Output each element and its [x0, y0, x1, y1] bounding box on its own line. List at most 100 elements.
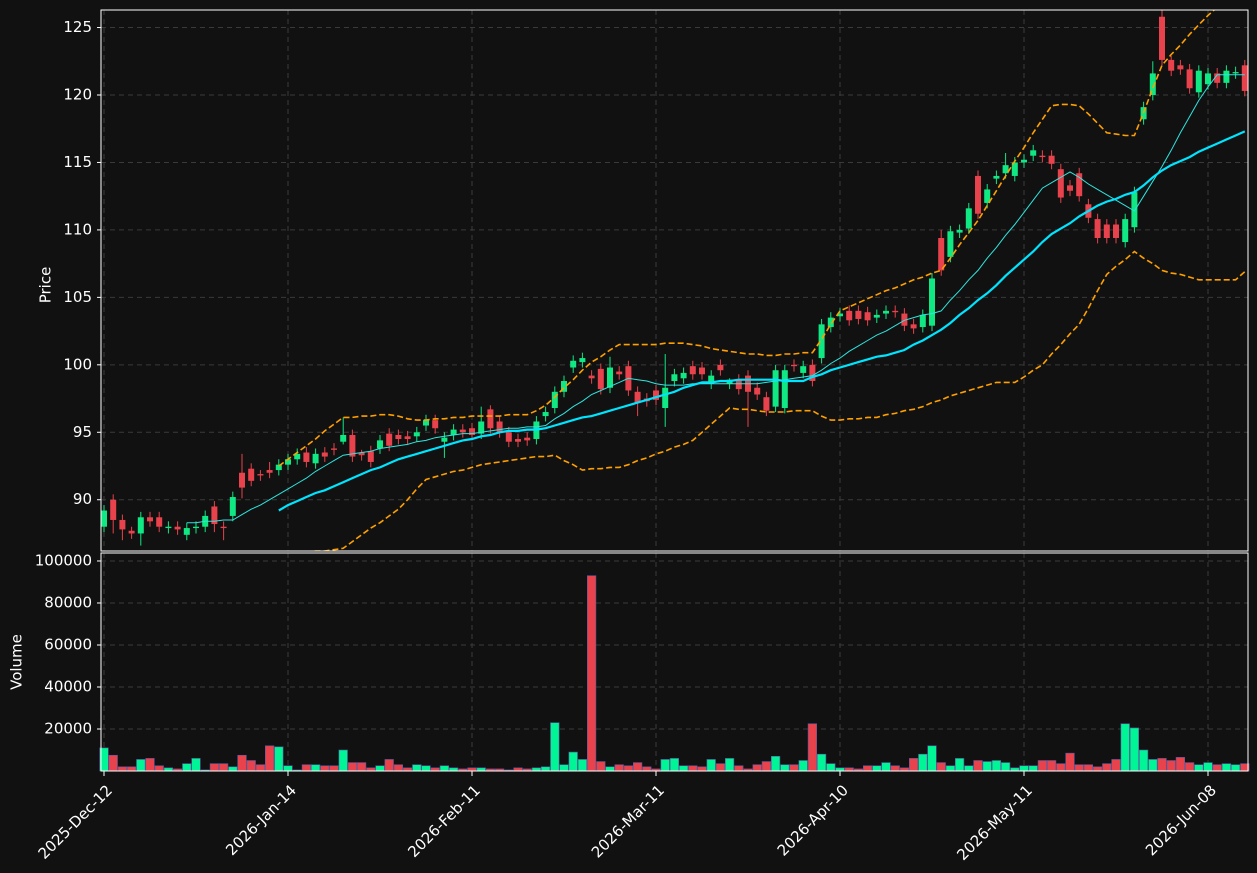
candle-body — [938, 238, 945, 271]
candle-body — [423, 420, 429, 426]
volume-bar — [108, 754, 118, 772]
volume-bar — [1129, 727, 1139, 772]
candle-body — [1177, 65, 1184, 70]
candle-body — [561, 381, 567, 392]
candle-body — [1223, 70, 1230, 83]
candle-body — [993, 175, 1000, 179]
price-plot — [101, 10, 1248, 551]
candle-body — [1214, 73, 1221, 83]
volume-bar — [918, 753, 928, 772]
y-tick-label: 120 — [63, 85, 92, 103]
volume-bar — [789, 764, 799, 772]
candle-body — [1030, 150, 1037, 156]
volume-bar — [127, 766, 137, 772]
candle-body — [101, 510, 107, 527]
candle-body — [1067, 185, 1073, 191]
candle-body — [984, 189, 991, 203]
y-tick-label: 110 — [63, 220, 92, 238]
candle-body — [607, 367, 613, 388]
volume-bar — [632, 762, 643, 772]
y-tick-label: 40000 — [44, 677, 92, 695]
candle-body — [1011, 162, 1018, 176]
volume-bar — [752, 764, 762, 772]
volume-bar — [660, 759, 670, 772]
volume-bar — [697, 766, 707, 772]
volume-bar — [807, 723, 817, 772]
candle-body — [864, 312, 871, 321]
volume-bar — [1065, 752, 1075, 772]
volume-bar — [982, 761, 992, 772]
volume-bar — [862, 765, 873, 772]
volume-bar — [255, 764, 266, 772]
candle-body — [165, 526, 172, 529]
volume-bar — [1102, 763, 1112, 772]
y-tick-label: 95 — [73, 423, 92, 441]
panel-frame — [100, 9, 1249, 552]
candle-body — [441, 437, 448, 442]
candle-body — [616, 371, 623, 375]
volume-bar — [228, 766, 238, 772]
candle-body — [827, 317, 834, 328]
volume-bar — [559, 764, 569, 772]
y-tick-label: 80000 — [44, 593, 92, 611]
candle-body — [413, 432, 420, 437]
candle-body — [892, 310, 899, 313]
candle-body — [800, 366, 807, 373]
volume-bar — [182, 763, 192, 772]
indicator-line — [278, 130, 1246, 512]
y-tick-label: 20000 — [44, 719, 92, 737]
candle-body — [1122, 219, 1129, 243]
candle-body — [735, 379, 742, 390]
volume-bar — [816, 753, 827, 772]
candle-body — [303, 452, 310, 462]
candle-body — [496, 421, 503, 433]
volume-bar — [724, 758, 735, 772]
volume-bar — [1019, 765, 1029, 772]
candle-body — [1113, 224, 1119, 239]
candle-body — [1021, 159, 1027, 163]
volume-bar — [356, 762, 367, 772]
volume-bar — [678, 765, 689, 772]
volume-bar — [568, 751, 578, 772]
candle-body — [818, 324, 825, 359]
candle-body — [975, 175, 981, 214]
candle-body — [432, 420, 439, 429]
volume-bar — [945, 765, 955, 772]
candle-body — [524, 437, 531, 441]
volume-bar — [936, 762, 946, 772]
volume-bar — [798, 760, 808, 772]
candle-body — [837, 313, 843, 317]
candle-body — [1205, 73, 1211, 85]
volume-bar — [605, 766, 615, 772]
candle-body — [229, 497, 236, 516]
y-tick-label: 105 — [63, 288, 92, 306]
volume-bar — [1120, 723, 1130, 772]
candle-body — [1186, 69, 1193, 89]
volume-bar — [1074, 764, 1084, 772]
volume-bar — [145, 758, 155, 772]
volume-bar — [1203, 762, 1213, 772]
candle-body — [1002, 165, 1009, 174]
candle-body — [321, 452, 328, 457]
volume-bar — [1212, 764, 1222, 772]
candle-body — [1232, 72, 1239, 74]
candle-body — [515, 439, 521, 442]
y-axis-label: Volume — [8, 634, 26, 690]
candle-body — [671, 374, 678, 382]
candle-body — [358, 452, 365, 456]
candle-body — [110, 499, 117, 520]
candle-body — [147, 517, 153, 522]
volume-bar — [890, 765, 900, 772]
volume-bar — [246, 760, 256, 772]
panel-frame — [100, 552, 1249, 772]
candle-body — [929, 278, 935, 326]
candle-body — [579, 358, 586, 363]
volume-bar — [1093, 766, 1103, 772]
candle-body — [1168, 59, 1175, 71]
volume-bar — [209, 763, 220, 772]
candle-body — [156, 517, 163, 527]
candle-body — [855, 310, 862, 319]
candle-body — [680, 372, 687, 379]
candle-body — [349, 434, 356, 457]
